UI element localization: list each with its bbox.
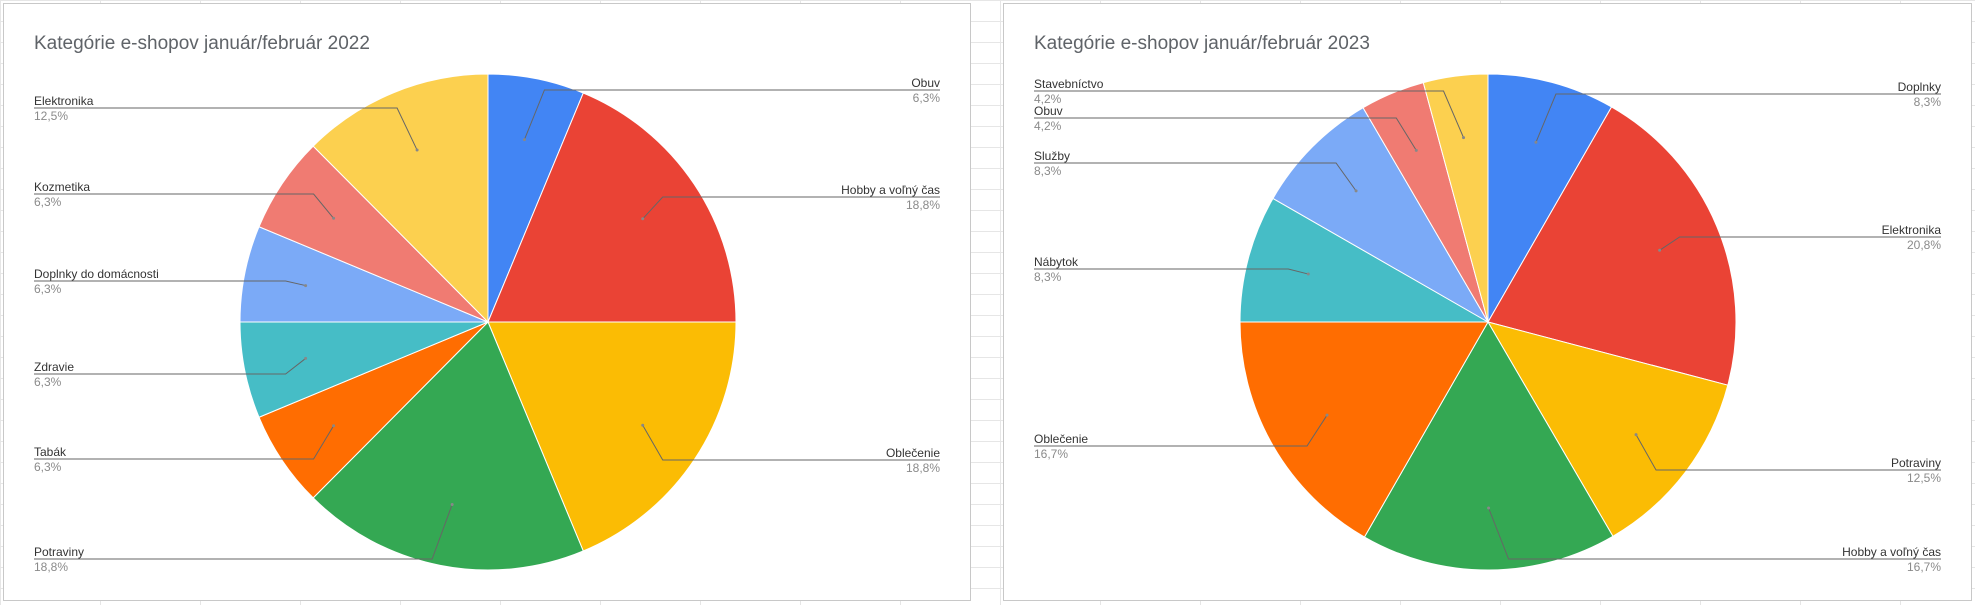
slice-percent-elektronika: 20,8% bbox=[1907, 238, 1941, 252]
slice-label-obuv: Obuv bbox=[911, 76, 940, 90]
leader-line-zdravie bbox=[34, 358, 306, 375]
pie-slice-doplnky[interactable] bbox=[1487, 73, 1613, 324]
leader-line-hobby-a-volny-cas bbox=[642, 196, 940, 220]
slice-label-hobby-a-volny-cas: Hobby a voľný čas bbox=[841, 183, 940, 197]
slice-label-hobby-a-volny-cas: Hobby a voľný čas bbox=[1842, 545, 1941, 559]
slice-percent-obuv: 4,2% bbox=[1034, 119, 1062, 133]
leader-line-elektronika bbox=[34, 107, 418, 151]
slice-percent-stavebnictvo: 4,2% bbox=[1034, 92, 1062, 106]
slice-percent-hobby-a-volny-cas: 18,8% bbox=[906, 198, 940, 212]
pie-slice-hobby-a-volny-cas[interactable] bbox=[487, 92, 737, 323]
slice-percent-elektronika: 12,5% bbox=[34, 109, 68, 123]
chart-panel-2022[interactable]: Kategórie e-shopov január/február 2022 O… bbox=[3, 3, 971, 601]
slice-label-nabytok: Nábytok bbox=[1034, 255, 1079, 269]
leader-line-stavebnictvo bbox=[1034, 90, 1464, 138]
chart-title: Kategórie e-shopov január/február 2023 bbox=[1034, 33, 1370, 54]
slice-percent-doplnky: 8,3% bbox=[1914, 95, 1942, 109]
leader-line-oblecenie bbox=[642, 424, 940, 461]
slice-percent-oblecenie: 18,8% bbox=[906, 461, 940, 475]
leader-line-hobby-a-volny-cas bbox=[1488, 507, 1941, 560]
leader-line-oblecenie bbox=[1034, 414, 1328, 447]
slice-label-doplnky: Doplnky bbox=[1898, 80, 1941, 94]
pie-slice-hobby-a-volny-cas[interactable] bbox=[1363, 321, 1614, 571]
pie-chart-2023[interactable]: Doplnky8,3%Elektronika20,8%Potraviny12,5… bbox=[1004, 4, 1973, 602]
slice-label-elektronika: Elektronika bbox=[34, 94, 94, 108]
slice-label-sluzby: Služby bbox=[1034, 149, 1070, 163]
pie-slice-stavebnictvo[interactable] bbox=[1422, 73, 1489, 323]
slice-percent-sluzby: 8,3% bbox=[1034, 164, 1062, 178]
slice-label-potraviny: Potraviny bbox=[1891, 456, 1941, 470]
pie-slice-elektronika[interactable] bbox=[312, 73, 489, 324]
slice-label-oblecenie: Oblečenie bbox=[1034, 432, 1088, 446]
leader-line-potraviny bbox=[34, 504, 453, 560]
leader-line-potraviny bbox=[1635, 434, 1941, 471]
slice-percent-obuv: 6,3% bbox=[913, 91, 941, 105]
slice-percent-oblecenie: 16,7% bbox=[1034, 447, 1068, 461]
slice-label-kozmetika: Kozmetika bbox=[34, 180, 90, 194]
leader-line-tabak bbox=[34, 425, 335, 460]
slice-percent-tabak: 6,3% bbox=[34, 460, 62, 474]
slice-label-stavebnictvo: Stavebníctvo bbox=[1034, 77, 1104, 91]
leader-line-nabytok bbox=[1034, 268, 1309, 275]
pie-slice-potraviny[interactable] bbox=[1486, 321, 1729, 537]
slice-percent-potraviny: 18,8% bbox=[34, 560, 68, 574]
slice-percent-hobby-a-volny-cas: 16,7% bbox=[1907, 560, 1941, 574]
chart-panel-2023[interactable]: Kategórie e-shopov január/február 2023 D… bbox=[1003, 3, 1972, 601]
slice-label-doplnky-do-domacnosti: Doplnky do domácnosti bbox=[34, 267, 159, 281]
slice-label-potraviny: Potraviny bbox=[34, 545, 84, 559]
leader-line-obuv bbox=[523, 89, 940, 140]
slice-percent-nabytok: 8,3% bbox=[1034, 270, 1062, 284]
slice-label-obuv: Obuv bbox=[1034, 104, 1063, 118]
chart-title: Kategórie e-shopov január/február 2022 bbox=[34, 33, 370, 54]
pie-slice-potraviny[interactable] bbox=[312, 321, 584, 571]
slice-percent-doplnky-do-domacnosti: 6,3% bbox=[34, 282, 62, 296]
pie-slice-sluzby[interactable] bbox=[1272, 107, 1490, 324]
slice-label-oblecenie: Oblečenie bbox=[886, 446, 940, 460]
leader-line-obuv bbox=[1034, 117, 1417, 151]
slice-percent-potraviny: 12,5% bbox=[1907, 471, 1941, 485]
slice-percent-zdravie: 6,3% bbox=[34, 375, 62, 389]
pie-slice-elektronika[interactable] bbox=[1487, 106, 1737, 386]
slice-label-tabak: Tabák bbox=[34, 445, 67, 459]
leader-line-kozmetika bbox=[34, 193, 334, 219]
pie-slice-nabytok[interactable] bbox=[1239, 197, 1490, 323]
slice-label-elektronika: Elektronika bbox=[1882, 223, 1942, 237]
slice-label-zdravie: Zdravie bbox=[34, 360, 74, 374]
slice-percent-kozmetika: 6,3% bbox=[34, 195, 62, 209]
leader-line-elektronika bbox=[1659, 236, 1941, 251]
leader-line-doplnky-do-domacnosti bbox=[34, 280, 306, 287]
leader-line-sluzby bbox=[1034, 162, 1357, 192]
leader-line-doplnky bbox=[1535, 93, 1941, 143]
